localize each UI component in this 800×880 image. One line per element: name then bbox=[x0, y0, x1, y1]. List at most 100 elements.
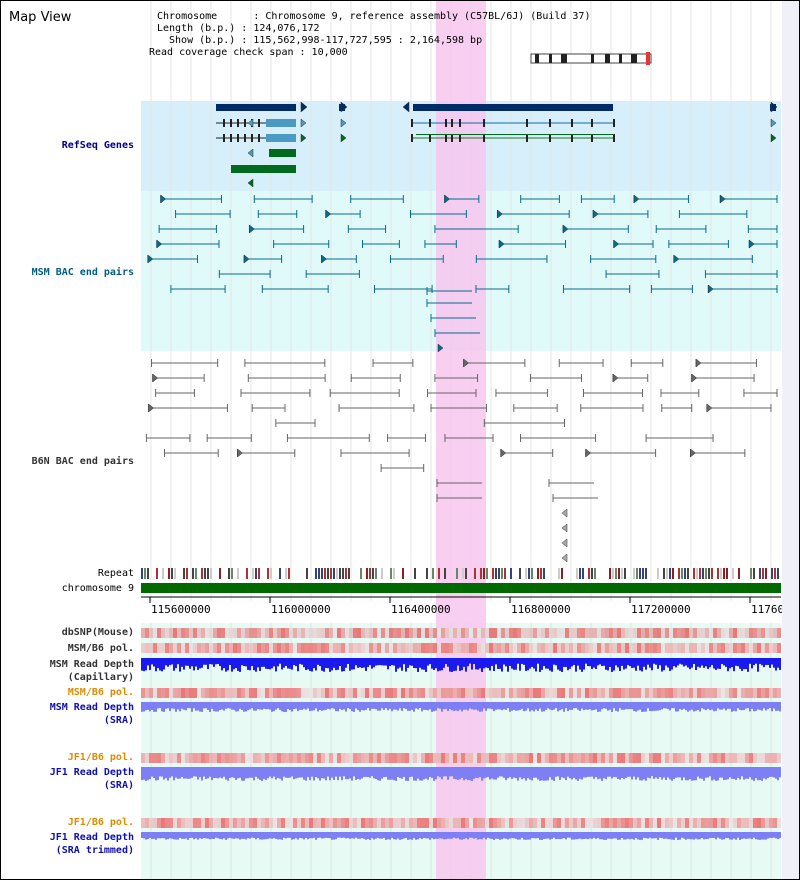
heat-cell bbox=[301, 628, 305, 638]
heat-cell bbox=[705, 688, 709, 698]
depth-bar bbox=[623, 767, 625, 780]
track-label-jf1-depth-trim[interactable]: JF1 Read Depth bbox=[49, 832, 134, 843]
depth-bar bbox=[563, 832, 565, 839]
depth-bar bbox=[603, 767, 605, 779]
track-label-jf1-b6-pol-2[interactable]: JF1/B6 pol. bbox=[67, 817, 134, 828]
depth-bar bbox=[621, 767, 623, 778]
gene-exon bbox=[591, 134, 593, 142]
depth-bar bbox=[771, 832, 773, 839]
heat-cell bbox=[397, 753, 401, 763]
depth-bar bbox=[435, 767, 437, 780]
depth-bar bbox=[299, 832, 301, 838]
depth-bar bbox=[713, 767, 715, 780]
track-label-jf1-depth-sra[interactable]: JF1 Read Depth bbox=[49, 767, 134, 778]
page-title: Map View bbox=[9, 10, 72, 25]
heat-cell bbox=[405, 818, 409, 828]
depth-bar bbox=[399, 832, 401, 840]
heat-cell bbox=[445, 688, 449, 698]
depth-bar bbox=[345, 702, 347, 712]
depth-bar bbox=[317, 767, 319, 779]
depth-bar bbox=[769, 832, 771, 838]
heat-cell bbox=[161, 643, 165, 653]
depth-bar bbox=[731, 702, 733, 712]
heat-cell bbox=[149, 643, 153, 653]
heat-cell bbox=[581, 688, 585, 698]
heat-cell bbox=[317, 753, 321, 763]
depth-bar bbox=[717, 702, 719, 709]
heat-cell bbox=[569, 753, 573, 763]
track-label-msm-depth-cap[interactable]: MSM Read Depth bbox=[49, 659, 134, 670]
heat-cell bbox=[193, 628, 197, 638]
track-label-msm-depth-sra[interactable]: MSM Read Depth bbox=[49, 702, 134, 713]
heat-cell bbox=[517, 688, 521, 698]
depth-bar bbox=[523, 832, 525, 840]
length-info: Length (b.p.) : 124,076,172 bbox=[157, 23, 320, 34]
depth-bar bbox=[417, 702, 419, 710]
depth-bar bbox=[245, 767, 247, 779]
heat-cell bbox=[233, 628, 237, 638]
gene-exon bbox=[483, 134, 485, 142]
heat-cell bbox=[329, 753, 333, 763]
depth-bar bbox=[717, 658, 719, 669]
heat-cell bbox=[701, 643, 705, 653]
heat-cell bbox=[769, 753, 773, 763]
heat-cell bbox=[713, 753, 717, 763]
heat-cell bbox=[245, 643, 249, 653]
depth-bar bbox=[243, 658, 245, 667]
depth-bar bbox=[185, 832, 187, 839]
heat-cell bbox=[201, 753, 205, 763]
heat-cell bbox=[473, 628, 477, 638]
depth-bar bbox=[231, 832, 233, 839]
depth-bar bbox=[203, 832, 205, 839]
track-label-msm-b6-pol-2[interactable]: MSM/B6 pol. bbox=[67, 687, 134, 698]
depth-bar bbox=[673, 702, 675, 709]
heat-cell bbox=[217, 643, 221, 653]
depth-bar bbox=[417, 658, 419, 672]
depth-bar bbox=[239, 767, 241, 778]
depth-bar bbox=[761, 702, 763, 711]
heat-cell bbox=[269, 628, 273, 638]
depth-bar bbox=[207, 832, 209, 839]
depth-bar bbox=[465, 832, 467, 839]
heat-cell bbox=[193, 818, 197, 828]
depth-bar bbox=[209, 832, 211, 840]
heat-cell bbox=[245, 628, 249, 638]
depth-bar bbox=[235, 767, 237, 780]
depth-bar bbox=[321, 767, 323, 779]
depth-bar bbox=[743, 702, 745, 710]
heat-cell bbox=[629, 628, 633, 638]
depth-bar bbox=[695, 832, 697, 839]
depth-bar bbox=[399, 767, 401, 778]
heat-cell bbox=[437, 643, 441, 653]
track-label-dbsnp[interactable]: dbSNP(Mouse) bbox=[61, 627, 134, 638]
track-label-msm-bac[interactable]: MSM BAC end pairs bbox=[31, 267, 134, 278]
depth-bar bbox=[675, 658, 677, 668]
heat-cell bbox=[437, 818, 441, 828]
track-label-jf1-b6-pol-1[interactable]: JF1/B6 pol. bbox=[67, 752, 134, 763]
depth-bar bbox=[399, 702, 401, 709]
heat-cell bbox=[753, 688, 757, 698]
depth-bar bbox=[199, 832, 201, 839]
heat-cell bbox=[389, 643, 393, 653]
depth-bar bbox=[333, 658, 335, 668]
track-label-msm-b6-pol-1[interactable]: MSM/B6 pol. bbox=[67, 643, 134, 654]
depth-bar bbox=[233, 658, 235, 670]
depth-bar bbox=[155, 702, 157, 712]
heat-cell bbox=[685, 818, 689, 828]
heat-cell bbox=[477, 753, 481, 763]
heat-cell bbox=[341, 688, 345, 698]
heat-cell bbox=[301, 753, 305, 763]
depth-bar bbox=[329, 767, 331, 781]
depth-bar bbox=[343, 832, 345, 838]
depth-bar bbox=[365, 767, 367, 777]
heat-cell bbox=[693, 643, 697, 653]
depth-bar bbox=[641, 767, 643, 781]
depth-bar bbox=[651, 702, 653, 712]
track-label-b6n-bac[interactable]: B6N BAC end pairs bbox=[31, 456, 134, 467]
depth-bar bbox=[581, 658, 583, 672]
depth-bar bbox=[227, 658, 229, 671]
depth-bar bbox=[597, 658, 599, 666]
track-label-refseq[interactable]: RefSeq Genes bbox=[61, 140, 134, 151]
axis-tick-label: 116800000 bbox=[511, 603, 571, 616]
